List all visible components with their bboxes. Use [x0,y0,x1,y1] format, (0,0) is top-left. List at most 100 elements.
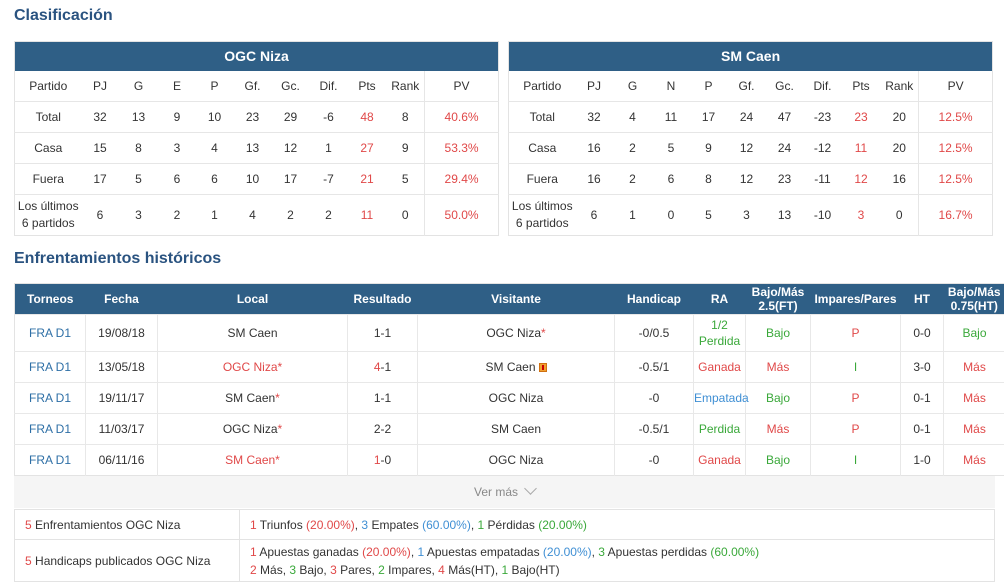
result-home-goals: 1 [373,453,381,467]
bajo-mas-ht-value: Más [943,413,1004,445]
match-result[interactable]: 4-1 [347,351,418,383]
even-label: Pares, [336,562,379,577]
cell-pts: 12 [841,163,881,195]
match-result[interactable]: 1-1 [347,382,418,414]
home-team[interactable]: SM Caen* [157,444,348,476]
bajo-mas-ft-value: Más [745,351,811,383]
away-team[interactable]: OGC Niza* [417,314,615,352]
home-team[interactable]: SM Caen* [157,382,348,414]
match-date: 06/11/16 [85,444,158,476]
impares-pares-value: P [810,413,901,445]
home-team[interactable]: OGC Niza* [157,413,348,445]
summary-values: 1 Apuestas ganadas (20.00%), 1 Apuestas … [239,539,995,582]
match-date: 13/05/18 [85,351,158,383]
summary-count: 5 [25,517,32,532]
see-more-button[interactable]: Ver más [14,476,995,508]
col-partido: Partido [523,78,562,93]
home-team[interactable]: OGC Niza* [157,351,348,383]
away-team[interactable]: OGC Niza [417,444,615,476]
away-team-name: OGC Niza [486,326,541,340]
match-result[interactable]: 2-2 [347,413,418,445]
summary-values: 1 Triunfos (20.00%), 3 Empates (60.00%),… [239,509,995,540]
ra-value-line2: Perdida [698,334,741,348]
col-ht: HT [900,283,944,315]
home-team-name: SM Caen [225,453,276,467]
col-partido: Partido [29,78,68,93]
away-team[interactable]: SM Caen [417,351,615,383]
cell-gc: 12 [271,132,310,164]
impares-pares-value: I [810,444,901,476]
cell-gf: 4 [233,194,272,236]
tournament-link[interactable]: FRA D1 [14,314,86,352]
cell-gc: 24 [765,132,804,164]
cell-gc: 23 [765,163,804,195]
tournament-link[interactable]: FRA D1 [14,444,86,476]
impares-pares-value: P [810,314,901,352]
cell-p: 4 [195,132,234,164]
row-label: Fuera [508,163,576,195]
row-label: Casa [14,132,82,164]
table-row: Fuera 16 2 6 8 12 23 -11 12 16 12.5% [508,163,993,195]
bajo-mas-ht-value: Bajo [943,314,1004,352]
home-star: * [277,422,283,436]
col-e: E [172,78,181,93]
cell-g: 2 [612,132,653,164]
tournament-link[interactable]: FRA D1 [14,382,86,414]
result-away-goals: -0 [380,453,392,467]
home-star: * [275,453,280,467]
home-team-name: OGC Niza [222,422,278,436]
cell-pj: 15 [81,132,119,164]
cell-pj: 16 [575,132,613,164]
col-fecha: Fecha [85,283,158,315]
home-team-name: SM Caen [225,391,276,405]
home-team-name: SM Caen [227,326,278,340]
cell-gf: 24 [727,101,766,133]
cell-pv: 12.5% [917,101,993,133]
cell-rank: 20 [880,132,919,164]
cell-pv: 50.0% [423,194,499,236]
summary-label: 5 Handicaps publicados OGC Niza [14,539,240,582]
row-label: Los últimos 6 partidos [508,194,576,236]
cell-gf: 12 [727,132,766,164]
result-home-goals: 4 [373,360,381,374]
row-label-line1: Los últimos [511,199,573,213]
cell-e: 6 [158,163,196,195]
away-team[interactable]: OGC Niza [417,382,615,414]
cell-dif: -7 [309,163,348,195]
col-rank: Rank [885,78,914,93]
column-headers: Partido PJ G E P Gf. Gc. Dif. Pts Rank P… [15,70,499,102]
ra-value: Empatada [693,382,749,414]
result-home-goals: 2 [373,422,381,436]
cell-g: 3 [118,194,159,236]
cell-pj: 32 [81,101,119,133]
handicap-value: -0 [614,444,694,476]
h2h-title: Enfrentamientos históricos [14,250,222,267]
col-bajo-mas-ft: Bajo/Más 2.5(FT) [745,283,811,315]
cell-pj: 6 [575,194,613,236]
table-row: FRA D1 19/11/17 SM Caen* 1-1 OGC Niza -0… [14,382,1004,414]
cell-dif: -23 [803,101,842,133]
cell-rank: 9 [386,132,425,164]
match-result[interactable]: 1-1 [347,314,418,352]
col-g: G [627,78,638,93]
match-date: 19/08/18 [85,314,158,352]
col-gf: Gf. [738,78,755,93]
cell-g: 13 [118,101,159,133]
col-local: Local [157,283,348,315]
cell-gc: 17 [271,163,310,195]
match-result[interactable]: 1-0 [347,444,418,476]
col-bajo-mas-ft-line2: 2.5(FT) [758,299,798,313]
cell-n: 11 [652,101,690,133]
cell-gc: 2 [271,194,310,236]
standings-table-home: OGC Niza Partido PJ G E P Gf. Gc. Dif. P… [14,41,500,236]
away-team[interactable]: SM Caen [417,413,615,445]
tournament-link[interactable]: FRA D1 [14,413,86,445]
table-row: FRA D1 11/03/17 OGC Niza* 2-2 SM Caen -0… [14,413,1004,445]
tournament-link[interactable]: FRA D1 [14,351,86,383]
handicap-value: -0.5/1 [614,413,694,445]
home-team[interactable]: SM Caen [157,314,348,352]
cell-e: 3 [158,132,196,164]
team-name-header: SM Caen [508,41,993,71]
result-away-goals: -1 [380,391,392,405]
col-bajo-mas-ht-line2: 0.75(HT) [950,299,998,313]
